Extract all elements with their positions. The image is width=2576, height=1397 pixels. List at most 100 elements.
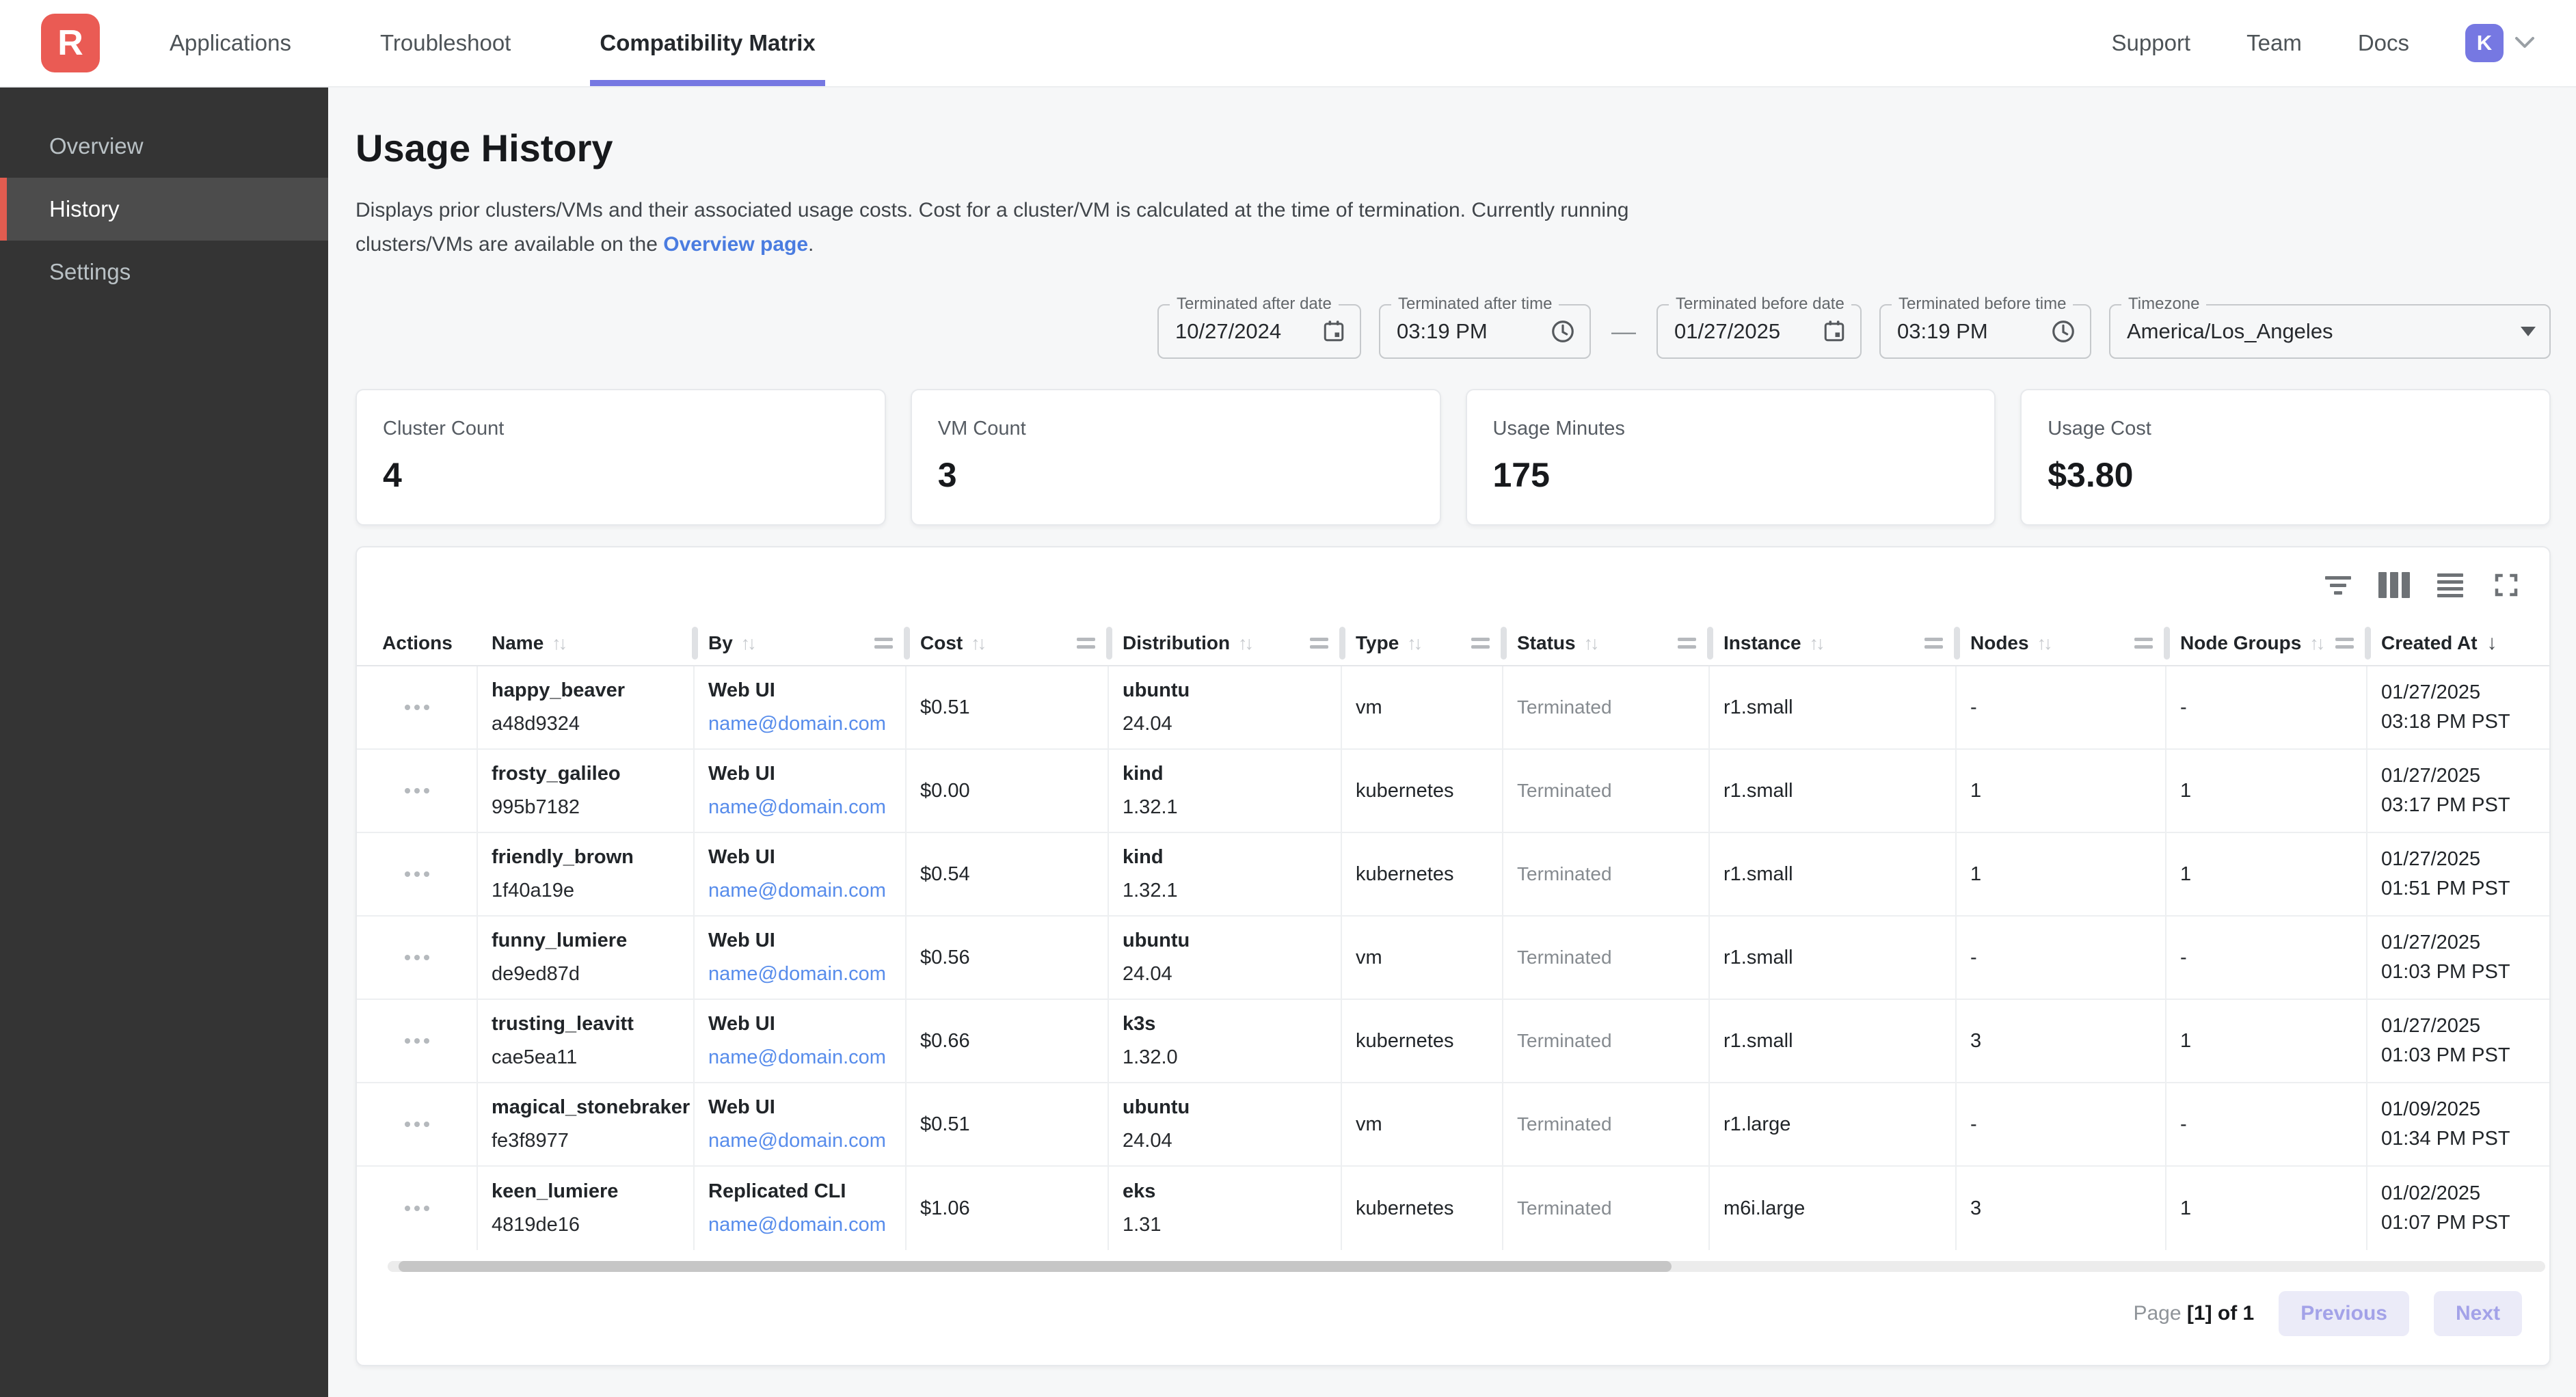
- row-actions-button[interactable]: [357, 1000, 478, 1082]
- terminated-after-date-field[interactable]: Terminated after date: [1157, 295, 1361, 359]
- dropdown-arrow-icon[interactable]: [2521, 327, 2536, 336]
- terminated-after-time-field[interactable]: Terminated after time: [1379, 295, 1591, 359]
- created-by-email-link[interactable]: name@domain.com: [708, 1214, 886, 1236]
- sort-icon[interactable]: ↑↓: [740, 632, 757, 653]
- sidebar-item-settings[interactable]: Settings: [49, 259, 131, 284]
- terminated-after-time-input[interactable]: [1397, 319, 1516, 344]
- terminated-before-date-input[interactable]: [1674, 319, 1794, 344]
- column-header-distribution[interactable]: Distribution ↑↓: [1109, 621, 1345, 665]
- column-header-type[interactable]: Type ↑↓: [1342, 621, 1507, 665]
- sort-icon[interactable]: ↑↓: [1238, 632, 1254, 653]
- column-separator[interactable]: [2365, 627, 2371, 660]
- account-menu[interactable]: K: [2465, 24, 2535, 62]
- row-actions-button[interactable]: [357, 917, 478, 999]
- ellipsis-icon[interactable]: [404, 1038, 429, 1044]
- cluster-id: 1f40a19e: [492, 880, 574, 901]
- sort-icon[interactable]: ↑↓: [1407, 632, 1423, 653]
- column-header-created-at[interactable]: Created At ↓: [2381, 632, 2497, 654]
- column-header-node-groups[interactable]: Node Groups ↑↓: [2166, 621, 2371, 665]
- tab-applications[interactable]: Applications: [170, 30, 291, 55]
- cell-node-groups: 1: [2166, 750, 2367, 832]
- avatar[interactable]: K: [2465, 24, 2504, 62]
- sort-icon[interactable]: ↑↓: [2037, 632, 2053, 653]
- stat-value: 4: [383, 456, 402, 494]
- column-menu-icon[interactable]: [1678, 638, 1696, 649]
- created-by-email-link[interactable]: name@domain.com: [708, 1046, 886, 1068]
- sort-icon[interactable]: ↑↓: [552, 632, 567, 653]
- tab-troubleshoot[interactable]: Troubleshoot: [379, 30, 511, 55]
- column-header-name[interactable]: Name ↑↓: [478, 621, 698, 665]
- column-separator[interactable]: [1339, 627, 1345, 660]
- ellipsis-icon[interactable]: [404, 1206, 429, 1211]
- ellipsis-icon[interactable]: [404, 1122, 429, 1127]
- column-separator[interactable]: [1707, 627, 1713, 660]
- column-separator[interactable]: [692, 627, 698, 660]
- column-separator[interactable]: [1106, 627, 1112, 660]
- terminated-before-time-field[interactable]: Terminated before time: [1879, 295, 2091, 359]
- column-header-instance[interactable]: Instance ↑↓: [1710, 621, 1960, 665]
- timezone-label: Timezone: [2121, 295, 2207, 314]
- chevron-down-icon[interactable]: [2514, 36, 2535, 50]
- created-date: 01/27/2025: [2381, 765, 2481, 787]
- created-by-email-link[interactable]: name@domain.com: [708, 713, 886, 735]
- filter-icon[interactable]: [2322, 569, 2354, 601]
- overview-page-link[interactable]: Overview page: [663, 233, 809, 256]
- row-actions-button[interactable]: [357, 1167, 478, 1250]
- column-separator[interactable]: [2164, 627, 2170, 660]
- column-header-status[interactable]: Status ↑↓: [1503, 621, 1713, 665]
- calendar-icon[interactable]: [1321, 319, 1346, 344]
- column-separator[interactable]: [1954, 627, 1960, 660]
- sidebar-item-history[interactable]: History: [0, 178, 328, 241]
- column-separator[interactable]: [1501, 627, 1507, 660]
- sort-icon[interactable]: ↑↓: [1809, 632, 1825, 653]
- support-link[interactable]: Support: [2111, 30, 2191, 55]
- column-header-cost[interactable]: Cost ↑↓: [907, 621, 1112, 665]
- team-link[interactable]: Team: [2246, 30, 2302, 55]
- clock-icon[interactable]: [1550, 318, 1576, 344]
- sort-icon[interactable]: ↑↓: [971, 632, 987, 653]
- ellipsis-icon[interactable]: [404, 705, 429, 710]
- row-actions-button[interactable]: [357, 666, 478, 748]
- sort-icon[interactable]: ↑↓: [1583, 632, 1600, 653]
- sidebar-item-overview[interactable]: Overview: [49, 133, 144, 159]
- clock-icon[interactable]: [2050, 318, 2076, 344]
- replicated-logo[interactable]: R: [41, 14, 100, 72]
- row-actions-button[interactable]: [357, 750, 478, 832]
- column-header-nodes[interactable]: Nodes ↑↓: [1957, 621, 2170, 665]
- created-by-email-link[interactable]: name@domain.com: [708, 963, 886, 985]
- terminated-after-date-input[interactable]: [1175, 319, 1295, 344]
- created-by-email-link[interactable]: name@domain.com: [708, 796, 886, 818]
- column-menu-icon[interactable]: [1310, 638, 1328, 649]
- created-by-email-link[interactable]: name@domain.com: [708, 1130, 886, 1152]
- fullscreen-icon[interactable]: [2491, 569, 2522, 601]
- column-menu-icon[interactable]: [874, 638, 893, 649]
- columns-icon[interactable]: [2378, 569, 2410, 601]
- ellipsis-icon[interactable]: [404, 955, 429, 960]
- cell-created-at: 01/27/2025 01:03 PM PST: [2367, 917, 2549, 999]
- ellipsis-icon[interactable]: [404, 788, 429, 794]
- column-menu-icon[interactable]: [1924, 638, 1943, 649]
- column-separator[interactable]: [904, 627, 910, 660]
- terminated-before-time-input[interactable]: [1897, 319, 2017, 344]
- row-actions-button[interactable]: [357, 1083, 478, 1165]
- column-menu-icon[interactable]: [1471, 638, 1490, 649]
- docs-link[interactable]: Docs: [2357, 30, 2409, 55]
- sort-desc-icon[interactable]: ↓: [2486, 632, 2497, 654]
- density-icon[interactable]: [2434, 569, 2466, 601]
- sort-icon[interactable]: ↑↓: [2309, 632, 2325, 653]
- column-menu-icon[interactable]: [2335, 638, 2354, 649]
- timezone-select[interactable]: Timezone America/Los_Angeles: [2109, 295, 2551, 359]
- next-page-button[interactable]: Next: [2433, 1291, 2522, 1336]
- horizontal-scrollbar[interactable]: [388, 1261, 2545, 1272]
- row-actions-button[interactable]: [357, 833, 478, 915]
- tab-compatibility-matrix[interactable]: Compatibility Matrix: [590, 0, 826, 86]
- previous-page-button[interactable]: Previous: [2279, 1291, 2409, 1336]
- column-menu-icon[interactable]: [2134, 638, 2153, 649]
- column-header-by[interactable]: By ↑↓: [695, 621, 910, 665]
- column-menu-icon[interactable]: [1077, 638, 1095, 649]
- scrollbar-thumb[interactable]: [398, 1261, 1672, 1272]
- calendar-icon[interactable]: [1822, 319, 1847, 344]
- terminated-before-date-field[interactable]: Terminated before date: [1656, 295, 1862, 359]
- created-by-email-link[interactable]: name@domain.com: [708, 880, 886, 901]
- ellipsis-icon[interactable]: [404, 871, 429, 877]
